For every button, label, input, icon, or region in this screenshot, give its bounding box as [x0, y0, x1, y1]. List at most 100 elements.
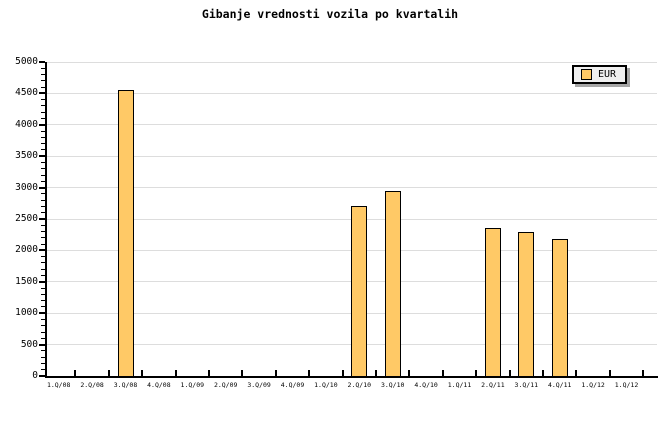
x-tick — [542, 370, 544, 376]
y-tick-minor — [41, 136, 45, 138]
y-tick-minor — [41, 105, 45, 107]
y-tick-minor — [41, 306, 45, 308]
gridline — [46, 92, 657, 94]
bar — [518, 232, 535, 377]
y-axis — [45, 62, 47, 378]
bar — [117, 90, 134, 377]
y-axis-label: 3500 — [15, 150, 38, 162]
x-tick — [141, 370, 144, 376]
y-tick-minor — [41, 224, 45, 226]
y-tick-major — [39, 218, 45, 220]
y-tick-minor — [41, 143, 45, 145]
y-tick-major — [39, 375, 45, 377]
x-tick — [575, 370, 578, 376]
gridline — [46, 61, 657, 63]
bar — [351, 206, 368, 377]
y-axis-label: 4500 — [15, 87, 38, 99]
x-axis-label: 1.Q/12 — [614, 381, 639, 389]
x-axis-label: 4.Q/11 — [547, 381, 572, 389]
y-tick-minor — [41, 149, 45, 151]
x-axis-label: 3.Q/10 — [380, 381, 405, 389]
gridline — [46, 124, 657, 126]
y-tick-minor — [41, 174, 45, 176]
chart-title: Gibanje vrednosti vozila po kvartalih — [201, 7, 459, 21]
y-tick-major — [39, 186, 45, 189]
gridline — [46, 155, 657, 157]
x-tick — [208, 370, 210, 376]
x-tick — [441, 370, 444, 376]
x-axis-label: 3.Q/09 — [247, 381, 271, 389]
y-tick-minor — [41, 362, 45, 364]
legend: EUR — [572, 65, 627, 84]
y-tick-major — [39, 61, 45, 63]
y-tick-major — [39, 155, 45, 158]
x-tick — [408, 370, 411, 376]
x-tick — [241, 370, 244, 376]
y-tick-minor — [41, 256, 45, 258]
x-axis-label: 3.Q/11 — [514, 381, 539, 389]
y-tick-minor — [41, 369, 45, 371]
y-axis-label: 500 — [20, 338, 38, 350]
x-axis-label: 3.Q/08 — [113, 381, 138, 389]
y-tick-minor — [41, 231, 45, 233]
x-axis-label: 1.Q/10 — [314, 381, 338, 389]
y-tick-minor — [41, 331, 45, 333]
y-tick-minor — [41, 199, 45, 201]
y-tick-minor — [41, 275, 45, 277]
x-tick — [475, 370, 478, 376]
bar — [551, 239, 568, 377]
x-axis-label: 4.Q/09 — [280, 381, 305, 389]
x-axis-label: 1.Q/09 — [180, 381, 205, 389]
y-axis-label: 2500 — [15, 213, 38, 224]
y-tick-minor — [41, 243, 45, 245]
y-tick-major — [39, 312, 45, 315]
y-axis-label: 1500 — [15, 275, 38, 287]
y-tick-minor — [41, 74, 45, 76]
x-tick — [508, 370, 511, 376]
y-tick-minor — [41, 67, 45, 69]
y-tick-minor — [41, 337, 45, 339]
gridline — [46, 187, 657, 189]
y-tick-minor — [41, 212, 45, 214]
y-tick-minor — [41, 118, 45, 120]
x-tick — [308, 370, 311, 376]
y-tick-major — [39, 123, 45, 126]
y-tick-major — [39, 343, 45, 346]
x-axis-label: 2.Q/11 — [481, 381, 505, 389]
x-axis-label: 2.Q/10 — [347, 381, 372, 389]
y-tick-major — [39, 92, 45, 95]
y-tick-minor — [41, 237, 45, 239]
y-tick-minor — [41, 205, 45, 207]
y-tick-major — [39, 249, 45, 252]
x-tick — [375, 370, 377, 376]
y-tick-minor — [41, 356, 45, 358]
y-axis-label: 1000 — [15, 307, 38, 319]
x-tick — [174, 370, 177, 376]
x-axis-label: 1.Q/12 — [581, 381, 605, 389]
x-axis-label: 4.Q/08 — [147, 381, 171, 389]
y-tick-minor — [41, 268, 45, 270]
y-tick-minor — [41, 325, 45, 327]
y-tick-minor — [41, 180, 45, 182]
x-axis-label: 4.Q/10 — [414, 381, 438, 389]
x-axis — [45, 376, 658, 378]
y-tick-major — [39, 280, 45, 283]
x-tick — [642, 370, 645, 376]
y-tick-minor — [41, 287, 45, 289]
y-tick-minor — [41, 86, 45, 88]
bar — [384, 190, 401, 377]
x-axis-label: 2.Q/08 — [80, 381, 104, 389]
x-axis-label: 1.Q/11 — [447, 381, 472, 389]
y-tick-minor — [41, 293, 45, 295]
x-tick — [74, 370, 77, 376]
y-axis-label: 0 — [32, 370, 38, 381]
x-tick — [107, 370, 110, 376]
y-axis-label: 4000 — [15, 118, 38, 130]
y-axis-label: 2000 — [15, 244, 38, 256]
y-tick-minor — [41, 318, 45, 320]
y-tick-minor — [41, 193, 45, 195]
y-tick-minor — [41, 130, 45, 132]
legend-swatch-icon — [581, 69, 592, 80]
y-tick-minor — [41, 262, 45, 264]
